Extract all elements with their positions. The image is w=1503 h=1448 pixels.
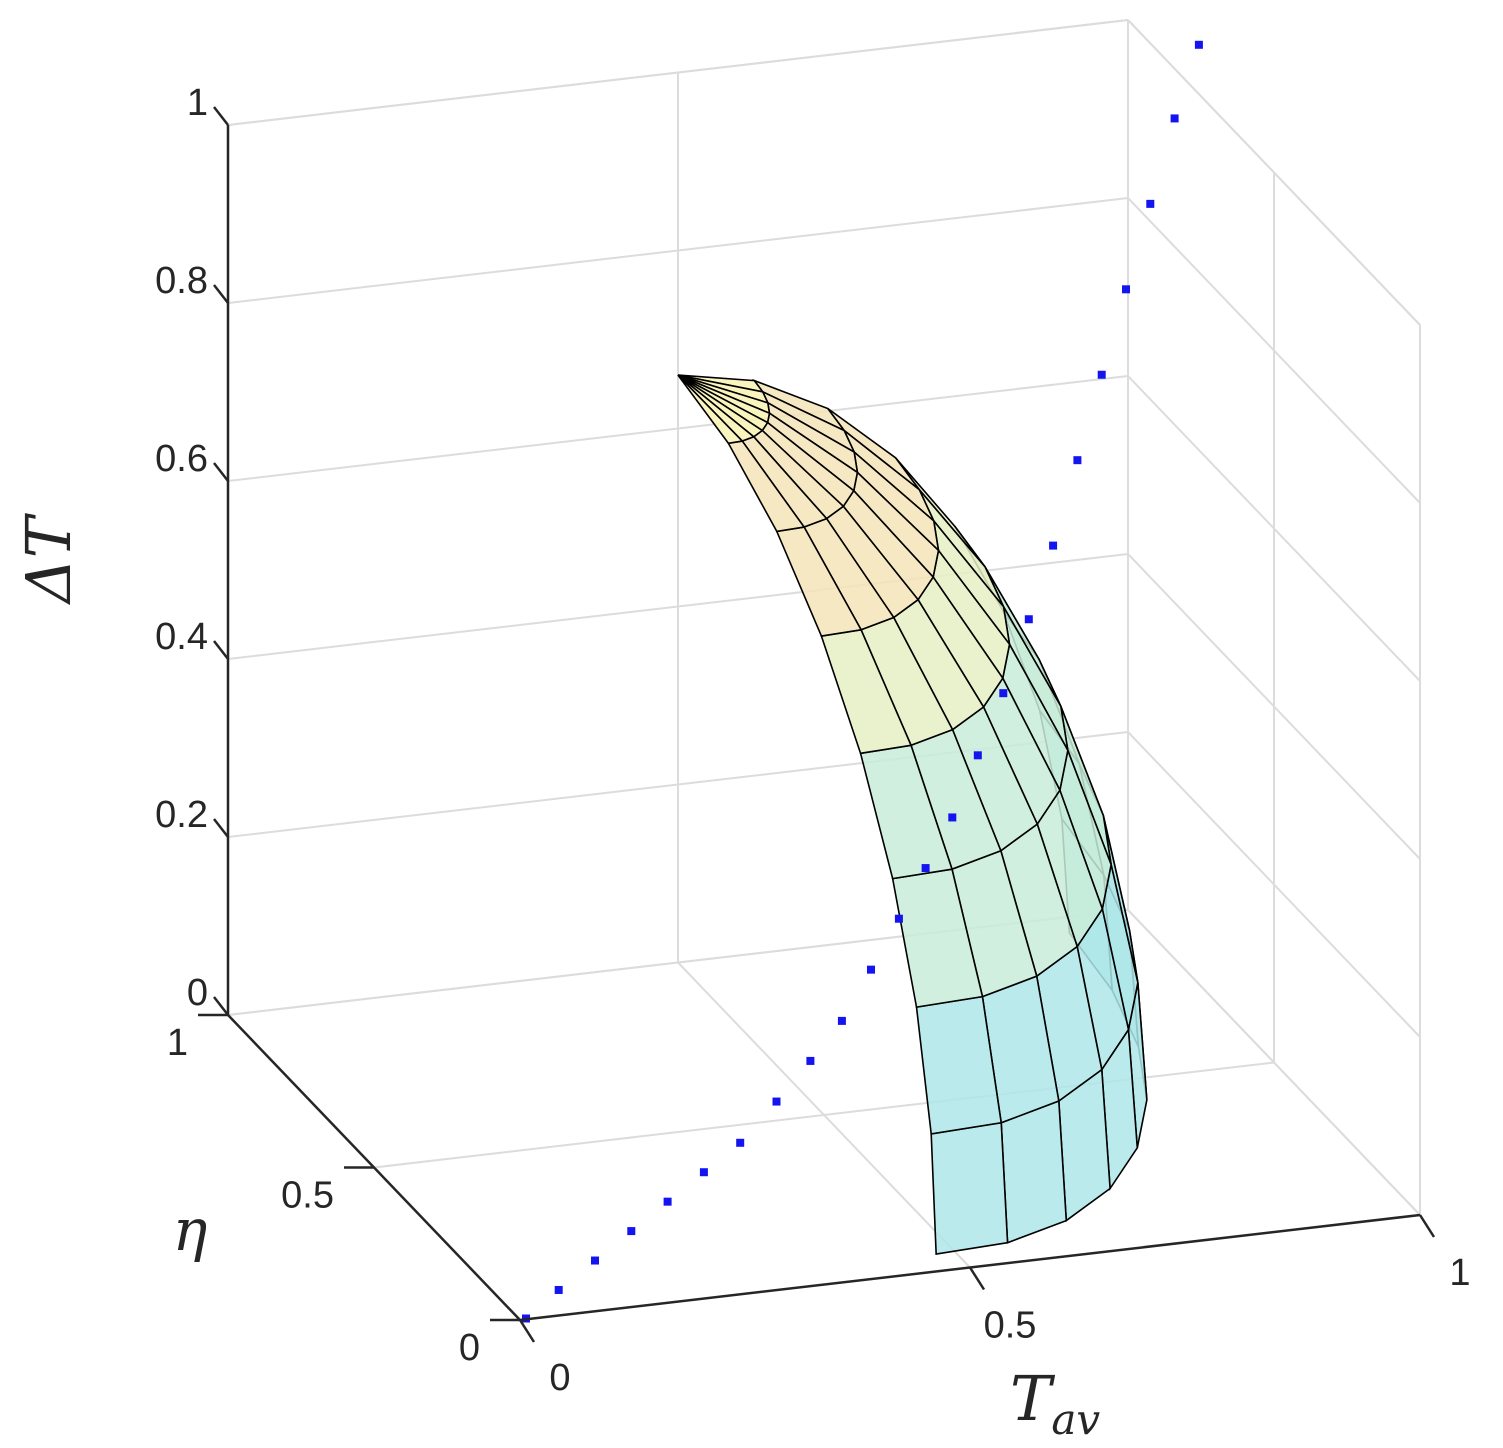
scatter-point bbox=[867, 965, 875, 974]
scatter-point bbox=[627, 1227, 636, 1236]
scatter-point bbox=[921, 864, 930, 873]
y-tick-label: 1 bbox=[167, 1022, 188, 1064]
y-tick-label: 0.5 bbox=[281, 1175, 334, 1217]
tick-labels: 0 0.2 0.4 0.6 0.8 1 0 0.5 1 0 0.5 1 bbox=[155, 82, 1470, 1399]
z-tick-mark bbox=[213, 640, 229, 660]
scatter-point bbox=[1122, 285, 1130, 294]
z-tick-label: 0.4 bbox=[155, 616, 208, 658]
x-tick-label: 1 bbox=[1449, 1252, 1470, 1294]
x-tick-mark bbox=[968, 1266, 986, 1291]
y-tick-label: 0 bbox=[459, 1327, 480, 1369]
z-tick-label: 0.2 bbox=[155, 794, 208, 836]
surface-patch bbox=[677, 374, 744, 445]
z-tick-mark bbox=[213, 818, 229, 838]
z-tick-label: 1 bbox=[187, 82, 208, 124]
z-axis-label: ΔT bbox=[12, 512, 85, 605]
z-tick-label: 0.8 bbox=[155, 260, 208, 302]
x-axis-label-subscript: av bbox=[1051, 1395, 1100, 1444]
scatter-point bbox=[894, 914, 903, 923]
scatter-point bbox=[973, 751, 982, 760]
axes bbox=[226, 125, 1421, 1322]
grid-lines bbox=[227, 19, 1421, 1321]
z-tick-label: 0 bbox=[187, 972, 208, 1014]
x-tick-mark bbox=[518, 1319, 536, 1343]
scatter-point bbox=[806, 1056, 815, 1065]
z-tick-mark bbox=[213, 284, 229, 304]
grid-line bbox=[1127, 19, 1421, 326]
x-tick-label: 0 bbox=[549, 1357, 570, 1399]
scatter-point bbox=[554, 1285, 563, 1294]
z-tick-mark bbox=[213, 996, 229, 1016]
scatter-point bbox=[1170, 114, 1179, 123]
z-tick-mark bbox=[213, 106, 229, 126]
scatter-point bbox=[772, 1097, 781, 1106]
scatter-point bbox=[1073, 456, 1082, 465]
scatter-series bbox=[522, 40, 1203, 1323]
scatter-point bbox=[999, 689, 1008, 698]
dome-surface bbox=[677, 374, 1148, 1256]
scatter-point bbox=[1194, 40, 1203, 49]
scatter-point bbox=[1097, 370, 1106, 379]
z-tick-label: 0.6 bbox=[155, 438, 208, 480]
scatter-point bbox=[837, 1016, 846, 1025]
scatter-point bbox=[1146, 199, 1155, 208]
grid-line bbox=[227, 19, 1129, 126]
scatter-point bbox=[948, 813, 957, 822]
scatter-point bbox=[699, 1168, 708, 1177]
scatter-point bbox=[1049, 541, 1058, 550]
y-axis-label: η bbox=[173, 1196, 208, 1264]
axis-labels: ΔT η Tav bbox=[12, 512, 1100, 1444]
scatter-point bbox=[591, 1256, 599, 1265]
x-axis-label: Tav bbox=[1010, 1362, 1100, 1444]
x-axis-label-main: T bbox=[1010, 1362, 1056, 1435]
x-tick-mark bbox=[1418, 1214, 1436, 1238]
scatter-point bbox=[1024, 615, 1033, 624]
x-tick-label: 0.5 bbox=[984, 1305, 1037, 1347]
surface-patch bbox=[1000, 1099, 1068, 1244]
z-tick-mark bbox=[213, 462, 229, 482]
scatter-point bbox=[736, 1138, 745, 1147]
scatter-point bbox=[663, 1197, 672, 1206]
surface-patch bbox=[930, 1121, 1009, 1256]
